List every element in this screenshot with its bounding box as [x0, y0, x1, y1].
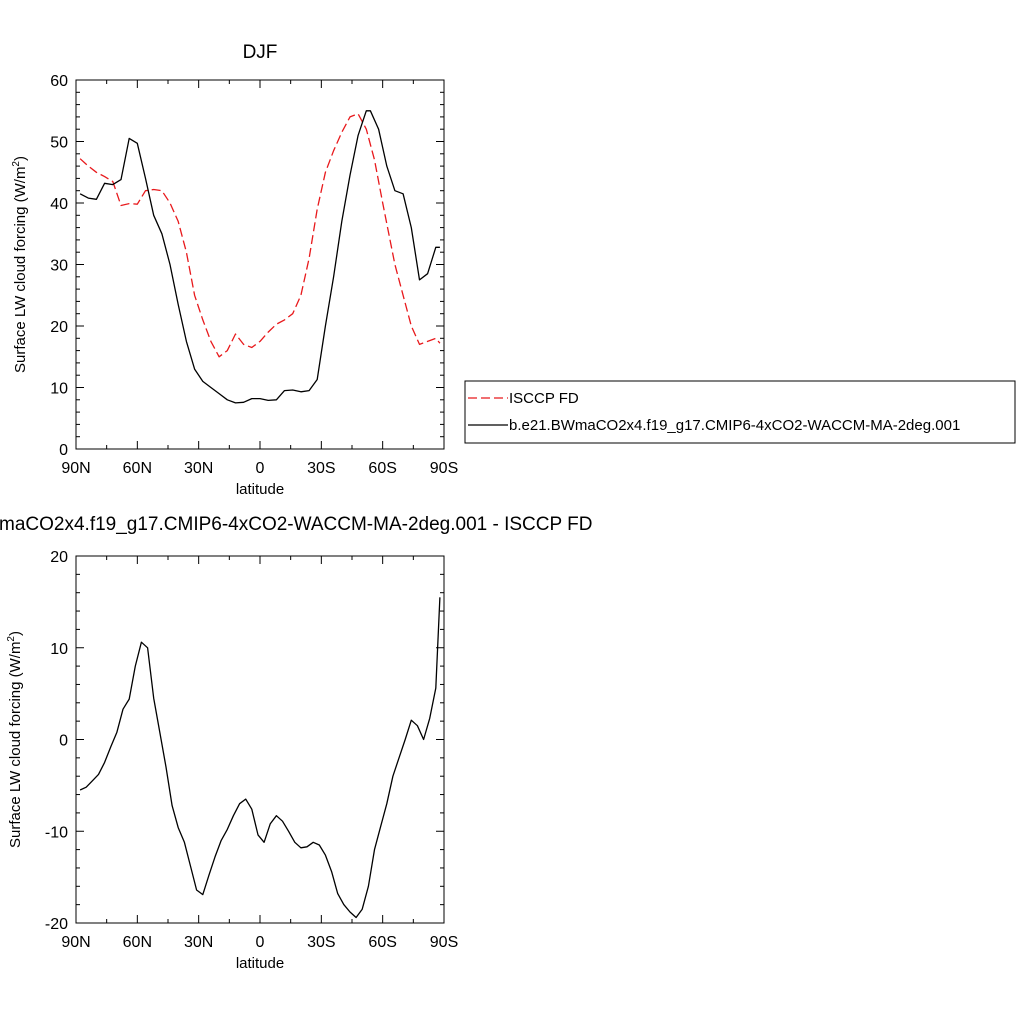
- y-axis-label: Surface LW cloud forcing (W/m2): [6, 631, 24, 848]
- x-axis-label: latitude: [236, 481, 284, 498]
- x-tick-label: 30S: [307, 934, 335, 951]
- y-tick-label: 30: [50, 258, 68, 275]
- x-tick-label: 90N: [61, 934, 90, 951]
- y-tick-label: 60: [50, 73, 68, 90]
- x-tick-label: 60S: [368, 460, 396, 477]
- legend: ISCCP FD b.e21.BWmaCO2x4.f19_g17.CMIP6-4x…: [464, 380, 1016, 444]
- series-line-1: [79, 110, 440, 404]
- x-tick-label: 90S: [430, 934, 458, 951]
- y-axis-label-end: ): [12, 156, 29, 161]
- y-axis-label-sup: 2: [6, 636, 17, 642]
- y-tick-label: -20: [45, 916, 68, 933]
- x-tick-label: 30N: [184, 460, 213, 477]
- x-tick-label: 30N: [184, 934, 213, 951]
- x-tick-label: 0: [256, 934, 265, 951]
- series-line-0: [79, 597, 441, 919]
- x-tick-label: 30S: [307, 460, 335, 477]
- plot-frame: [75, 79, 445, 450]
- panel-djf: DJF 90N 60N 30N 0 30S 60S 90S 0 10 20 30 40 50 60 latit…: [11, 42, 1016, 498]
- y-tick-label: 20: [50, 549, 68, 566]
- y-tick-label: 50: [50, 135, 68, 152]
- y-axis-label: Surface LW cloud forcing (W/m2): [11, 156, 29, 373]
- chart-title: DJF: [243, 42, 278, 63]
- y-tick-label: 0: [59, 442, 68, 459]
- panel-difference: b.e21.BWmaCO2x4.f19_g17.CMIP6-4xCO2-WACC…: [0, 514, 592, 972]
- legend-label: ISCCP FD: [509, 390, 579, 407]
- chart-title: b.e21.BWmaCO2x4.f19_g17.CMIP6-4xCO2-WACC…: [0, 514, 592, 535]
- legend-box: [464, 380, 1016, 444]
- y-tick-label: 20: [50, 319, 68, 336]
- y-axis-label-main: Surface LW cloud forcing (W/m: [12, 167, 29, 373]
- y-tick-label: 0: [59, 733, 68, 750]
- y-axis-label-sup: 2: [11, 161, 22, 167]
- x-tick-label: 90N: [61, 460, 90, 477]
- y-axis-label-main: Surface LW cloud forcing (W/m: [7, 642, 24, 848]
- x-tick-label: 60N: [123, 934, 152, 951]
- y-tick-label: 10: [50, 381, 68, 398]
- x-tick-label: 60N: [123, 460, 152, 477]
- y-tick-label: -10: [45, 824, 68, 841]
- y-tick-label: 10: [50, 641, 68, 658]
- x-tick-label: 90S: [430, 460, 458, 477]
- x-tick-label: 60S: [368, 934, 396, 951]
- series-line-0: [79, 113, 441, 358]
- y-axis-label-end: ): [7, 631, 24, 636]
- plot-frame: [75, 555, 445, 924]
- legend-label: b.e21.BWmaCO2x4.f19_g17.CMIP6-4xCO2-WACC…: [509, 417, 960, 434]
- y-tick-label: 40: [50, 196, 68, 213]
- x-tick-label: 0: [256, 460, 265, 477]
- x-axis-label: latitude: [236, 955, 284, 972]
